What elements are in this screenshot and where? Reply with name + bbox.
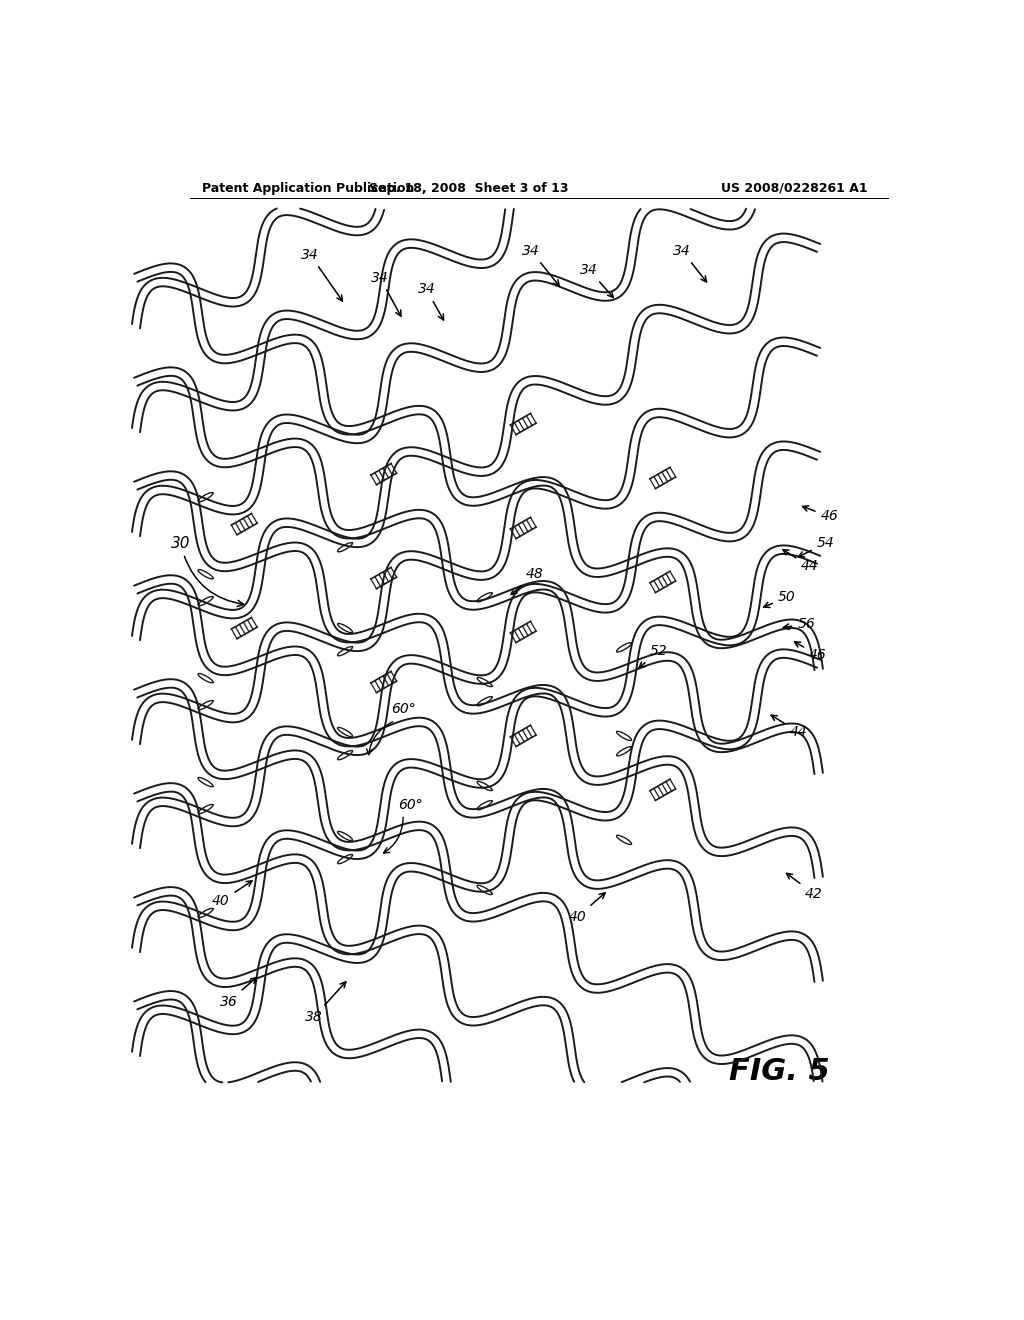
Text: 54: 54 bbox=[799, 536, 835, 557]
Text: 52: 52 bbox=[639, 644, 668, 668]
Text: 60°: 60° bbox=[398, 799, 423, 812]
Text: 42: 42 bbox=[786, 874, 822, 900]
Text: 34: 34 bbox=[581, 263, 613, 297]
Text: Patent Application Publication: Patent Application Publication bbox=[202, 182, 414, 194]
Text: 56: 56 bbox=[783, 618, 815, 631]
Text: US 2008/0228261 A1: US 2008/0228261 A1 bbox=[721, 182, 867, 194]
Text: 46: 46 bbox=[795, 642, 826, 663]
Text: 34: 34 bbox=[418, 282, 443, 319]
Text: 50: 50 bbox=[764, 590, 796, 607]
Text: 60°: 60° bbox=[391, 702, 416, 715]
Text: 38: 38 bbox=[305, 982, 346, 1024]
Text: 40: 40 bbox=[568, 892, 605, 924]
Text: 30: 30 bbox=[171, 536, 244, 606]
Text: Sep. 18, 2008  Sheet 3 of 13: Sep. 18, 2008 Sheet 3 of 13 bbox=[370, 182, 568, 194]
Text: 36: 36 bbox=[220, 978, 256, 1008]
Text: 40: 40 bbox=[212, 880, 252, 908]
Text: 48: 48 bbox=[511, 568, 544, 594]
Text: 34: 34 bbox=[371, 271, 401, 317]
Text: 34: 34 bbox=[301, 248, 342, 301]
Text: 46: 46 bbox=[803, 506, 839, 524]
Text: 34: 34 bbox=[522, 244, 559, 286]
Text: 34: 34 bbox=[673, 244, 707, 282]
Text: FIG. 5: FIG. 5 bbox=[729, 1057, 829, 1086]
Text: 44: 44 bbox=[771, 715, 807, 739]
Text: 44: 44 bbox=[782, 549, 819, 573]
